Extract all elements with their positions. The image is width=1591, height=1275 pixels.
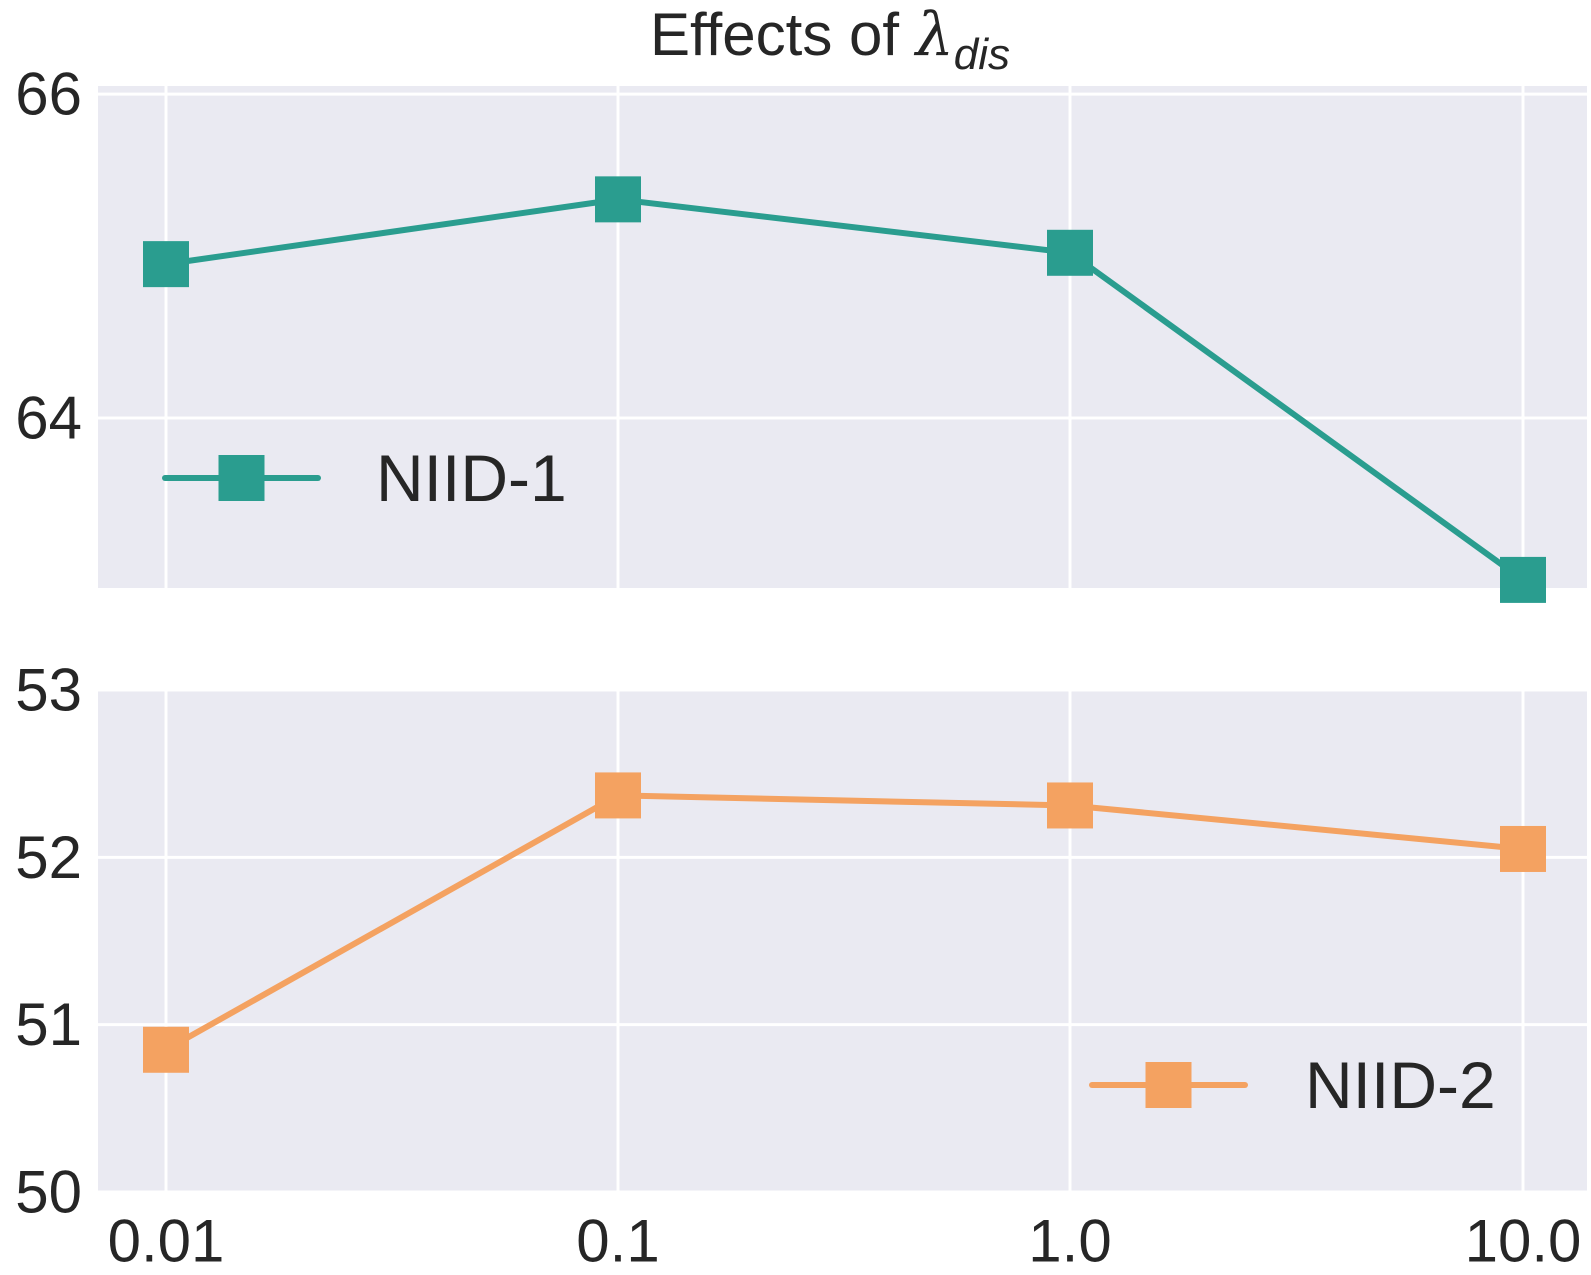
legend-marker-niid-1 bbox=[218, 455, 265, 501]
title-prefix: Effects of bbox=[650, 1, 916, 68]
legend-label-niid-1: NIID-1 bbox=[376, 441, 567, 515]
title-symbol: λ bbox=[915, 0, 954, 70]
x-tick-label: 0.1 bbox=[576, 1208, 659, 1275]
data-point-niid-1 bbox=[143, 241, 189, 288]
data-point-niid-2 bbox=[595, 772, 641, 819]
data-point-niid-2 bbox=[1500, 825, 1546, 872]
top-y-tick-label: 64 bbox=[15, 384, 82, 451]
chart-title: Effects of λdis bbox=[0, 0, 1591, 80]
top-plot-area bbox=[98, 86, 1587, 588]
title-subscript: dis bbox=[953, 30, 1010, 79]
bottom-y-tick-label: 53 bbox=[15, 657, 82, 724]
top-y-tick-label: 66 bbox=[15, 61, 82, 128]
data-point-niid-2 bbox=[1047, 782, 1093, 829]
x-tick-label: 0.01 bbox=[108, 1208, 225, 1275]
bottom-plot-area bbox=[98, 690, 1587, 1192]
x-tick-label: 10.0 bbox=[1465, 1208, 1582, 1275]
bottom-y-tick-label: 51 bbox=[15, 991, 82, 1058]
legend-label-niid-2: NIID-2 bbox=[1305, 1048, 1496, 1122]
data-point-niid-2 bbox=[143, 1026, 189, 1073]
series-line-niid-1 bbox=[165, 196, 1525, 583]
bottom-y-tick-label: 52 bbox=[15, 824, 82, 891]
x-tick-label: 1.0 bbox=[1028, 1208, 1111, 1275]
series-line-niid-2 bbox=[164, 792, 1524, 1053]
data-point-niid-1 bbox=[1047, 229, 1093, 276]
data-point-niid-1 bbox=[595, 176, 641, 223]
bottom-y-tick-label: 50 bbox=[15, 1159, 82, 1226]
data-point-niid-1 bbox=[1500, 556, 1546, 603]
legend-marker-niid-2 bbox=[1145, 1062, 1192, 1108]
